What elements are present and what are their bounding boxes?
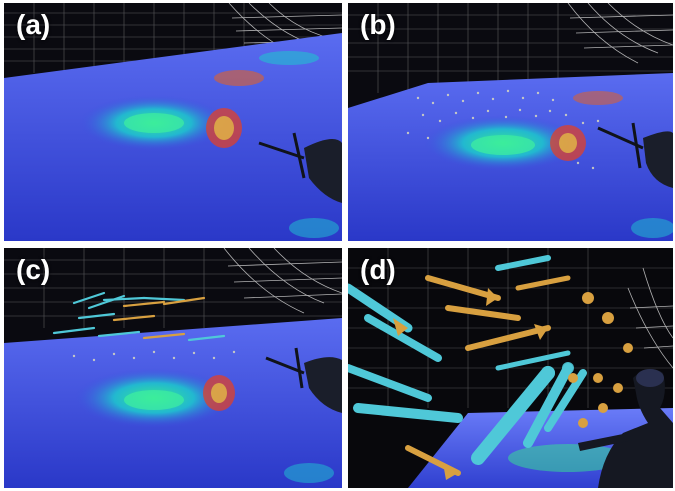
panel-a-scene xyxy=(4,3,342,241)
panel-label-d: (d) xyxy=(360,254,396,285)
panel-c-scene xyxy=(4,248,342,488)
user-arm xyxy=(304,139,342,203)
panel-label-c: (c) xyxy=(16,254,51,285)
flow-arrows xyxy=(348,255,587,476)
panel-d: (d) xyxy=(348,248,673,488)
flow-arrows xyxy=(52,291,226,342)
panel-label-a: (a) xyxy=(16,9,51,40)
panel-b-scene xyxy=(348,3,673,241)
arrow-heads xyxy=(393,288,633,480)
panel-label-b: (b) xyxy=(360,9,396,40)
panel-b: (b) xyxy=(348,3,673,241)
user-silhouette xyxy=(598,369,673,488)
panel-c: (c) xyxy=(4,248,342,488)
panel-a: (a) xyxy=(4,3,342,241)
panel-d-scene xyxy=(348,248,673,488)
particle-field xyxy=(406,89,600,170)
user-hand xyxy=(258,132,306,179)
